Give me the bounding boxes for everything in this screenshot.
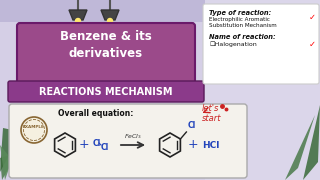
Text: Overall equation:: Overall equation: — [58, 109, 133, 118]
Text: +: + — [188, 138, 198, 152]
Text: Cl: Cl — [101, 143, 109, 152]
Polygon shape — [0, 128, 22, 172]
Circle shape — [21, 117, 47, 143]
Text: let's
start: let's start — [202, 104, 221, 123]
Text: EXAMPLE: EXAMPLE — [23, 125, 45, 129]
Polygon shape — [303, 105, 320, 180]
Polygon shape — [285, 115, 315, 180]
Text: Electrophilic Aromatic
Substitution Mechanism: Electrophilic Aromatic Substitution Mech… — [209, 17, 277, 28]
FancyBboxPatch shape — [17, 23, 195, 87]
Text: REACTIONS MECHANISM: REACTIONS MECHANISM — [39, 87, 173, 97]
Text: ✓: ✓ — [308, 40, 316, 49]
FancyBboxPatch shape — [0, 0, 205, 180]
Text: ✓: ✓ — [308, 13, 316, 22]
Text: Name of reaction:: Name of reaction: — [209, 34, 276, 40]
Polygon shape — [0, 145, 12, 180]
FancyBboxPatch shape — [205, 0, 320, 180]
Polygon shape — [0, 152, 18, 180]
FancyBboxPatch shape — [0, 0, 205, 22]
Text: Type of reaction:: Type of reaction: — [209, 10, 271, 16]
FancyBboxPatch shape — [203, 4, 319, 84]
Text: +: + — [79, 138, 89, 152]
Circle shape — [76, 19, 81, 24]
Text: Cl: Cl — [93, 138, 101, 147]
Circle shape — [108, 19, 113, 24]
FancyBboxPatch shape — [9, 104, 247, 178]
Text: Cl: Cl — [188, 121, 196, 130]
Text: ☐Halogenation: ☐Halogenation — [209, 41, 257, 47]
Text: $\mathit{FeCl_3}$: $\mathit{FeCl_3}$ — [124, 132, 142, 141]
Text: Benzene & its
derivatives: Benzene & its derivatives — [60, 30, 152, 60]
FancyBboxPatch shape — [8, 81, 204, 102]
Polygon shape — [101, 10, 119, 20]
Polygon shape — [69, 10, 87, 20]
Text: HCl: HCl — [202, 141, 220, 150]
